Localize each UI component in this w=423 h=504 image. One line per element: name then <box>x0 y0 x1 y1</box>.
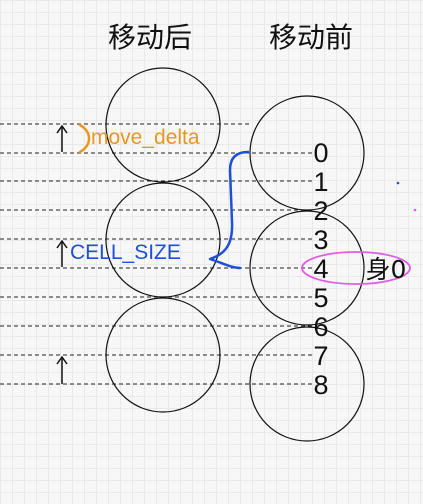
stray-dot <box>396 181 400 185</box>
index-label: 6 <box>313 312 328 342</box>
title-after: 移动后 <box>108 21 192 54</box>
cell-size-brace <box>208 150 250 270</box>
up-arrow-icon <box>56 239 68 267</box>
segment-circle-after-2 <box>105 182 221 298</box>
index-label: 4 <box>313 254 328 284</box>
body-label: 身0 <box>366 255 407 284</box>
title-before: 移动前 <box>269 21 353 54</box>
move-delta-label: move_delta <box>91 126 200 149</box>
highlight-ellipse <box>301 251 411 285</box>
index-labels: 0 1 2 3 4 5 6 7 8 <box>313 138 328 400</box>
index-label: 8 <box>313 370 328 400</box>
up-arrow-icon <box>56 355 68 384</box>
up-arrow-icon <box>56 124 68 152</box>
segment-circle-before-2 <box>249 210 365 326</box>
move-delta-bracket <box>78 123 91 154</box>
index-label: 5 <box>313 283 328 313</box>
index-label: 1 <box>313 167 328 197</box>
index-label: 0 <box>313 138 328 168</box>
segment-circle-before-3 <box>249 326 365 442</box>
cell-size-label: CELL_SIZE <box>70 241 181 264</box>
segment-circle-after-1 <box>105 67 221 183</box>
segment-circle-before-1 <box>249 95 365 211</box>
index-label: 7 <box>313 341 328 371</box>
segment-circle-after-3 <box>105 297 221 413</box>
index-label: 2 <box>313 196 328 226</box>
index-label: 3 <box>313 225 328 255</box>
stray-dot <box>413 208 417 212</box>
